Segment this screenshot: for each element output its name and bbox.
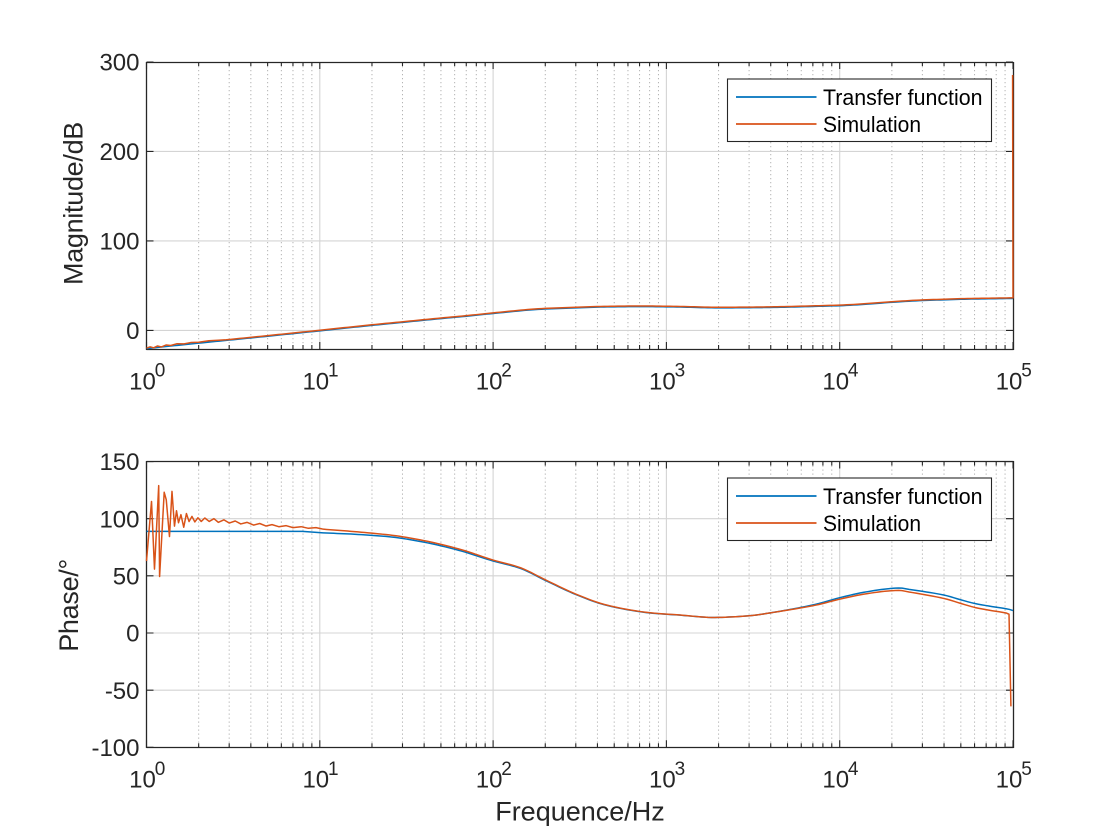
svg-text:0: 0 bbox=[155, 759, 166, 780]
svg-text:10: 10 bbox=[822, 368, 849, 395]
svg-text:3: 3 bbox=[675, 361, 686, 382]
svg-text:1: 1 bbox=[328, 759, 339, 780]
svg-text:10: 10 bbox=[996, 368, 1023, 395]
svg-text:-100: -100 bbox=[91, 735, 139, 762]
svg-text:0: 0 bbox=[155, 361, 166, 382]
svg-text:4: 4 bbox=[848, 361, 859, 382]
svg-text:Magnitude/dB: Magnitude/dB bbox=[59, 122, 89, 285]
svg-text:Simulation: Simulation bbox=[823, 112, 921, 137]
svg-text:100: 100 bbox=[99, 229, 139, 256]
svg-text:10: 10 bbox=[476, 368, 503, 395]
svg-text:Transfer function: Transfer function bbox=[823, 85, 983, 110]
svg-text:10: 10 bbox=[649, 767, 676, 794]
svg-text:2: 2 bbox=[501, 361, 512, 382]
svg-text:0: 0 bbox=[126, 318, 139, 345]
svg-text:200: 200 bbox=[99, 139, 139, 166]
svg-text:Phase/°: Phase/° bbox=[54, 559, 84, 652]
svg-text:10: 10 bbox=[996, 767, 1023, 794]
svg-text:0: 0 bbox=[126, 621, 139, 648]
svg-text:10: 10 bbox=[129, 368, 156, 395]
svg-text:10: 10 bbox=[302, 368, 329, 395]
svg-text:10: 10 bbox=[129, 767, 156, 794]
svg-text:10: 10 bbox=[302, 767, 329, 794]
svg-text:100: 100 bbox=[99, 506, 139, 533]
svg-text:2: 2 bbox=[501, 759, 512, 780]
svg-text:10: 10 bbox=[476, 767, 503, 794]
svg-text:50: 50 bbox=[113, 564, 140, 591]
svg-text:10: 10 bbox=[649, 368, 676, 395]
svg-text:10: 10 bbox=[822, 767, 849, 794]
svg-text:Transfer function: Transfer function bbox=[823, 484, 983, 509]
svg-text:4: 4 bbox=[848, 759, 859, 780]
svg-text:Frequence/Hz: Frequence/Hz bbox=[495, 796, 665, 826]
svg-text:5: 5 bbox=[1021, 759, 1032, 780]
svg-text:150: 150 bbox=[99, 449, 139, 476]
svg-text:1: 1 bbox=[328, 361, 339, 382]
svg-text:5: 5 bbox=[1021, 361, 1032, 382]
svg-text:Simulation: Simulation bbox=[823, 511, 921, 536]
svg-text:3: 3 bbox=[675, 759, 686, 780]
svg-text:300: 300 bbox=[99, 50, 139, 77]
svg-text:-50: -50 bbox=[105, 678, 140, 705]
